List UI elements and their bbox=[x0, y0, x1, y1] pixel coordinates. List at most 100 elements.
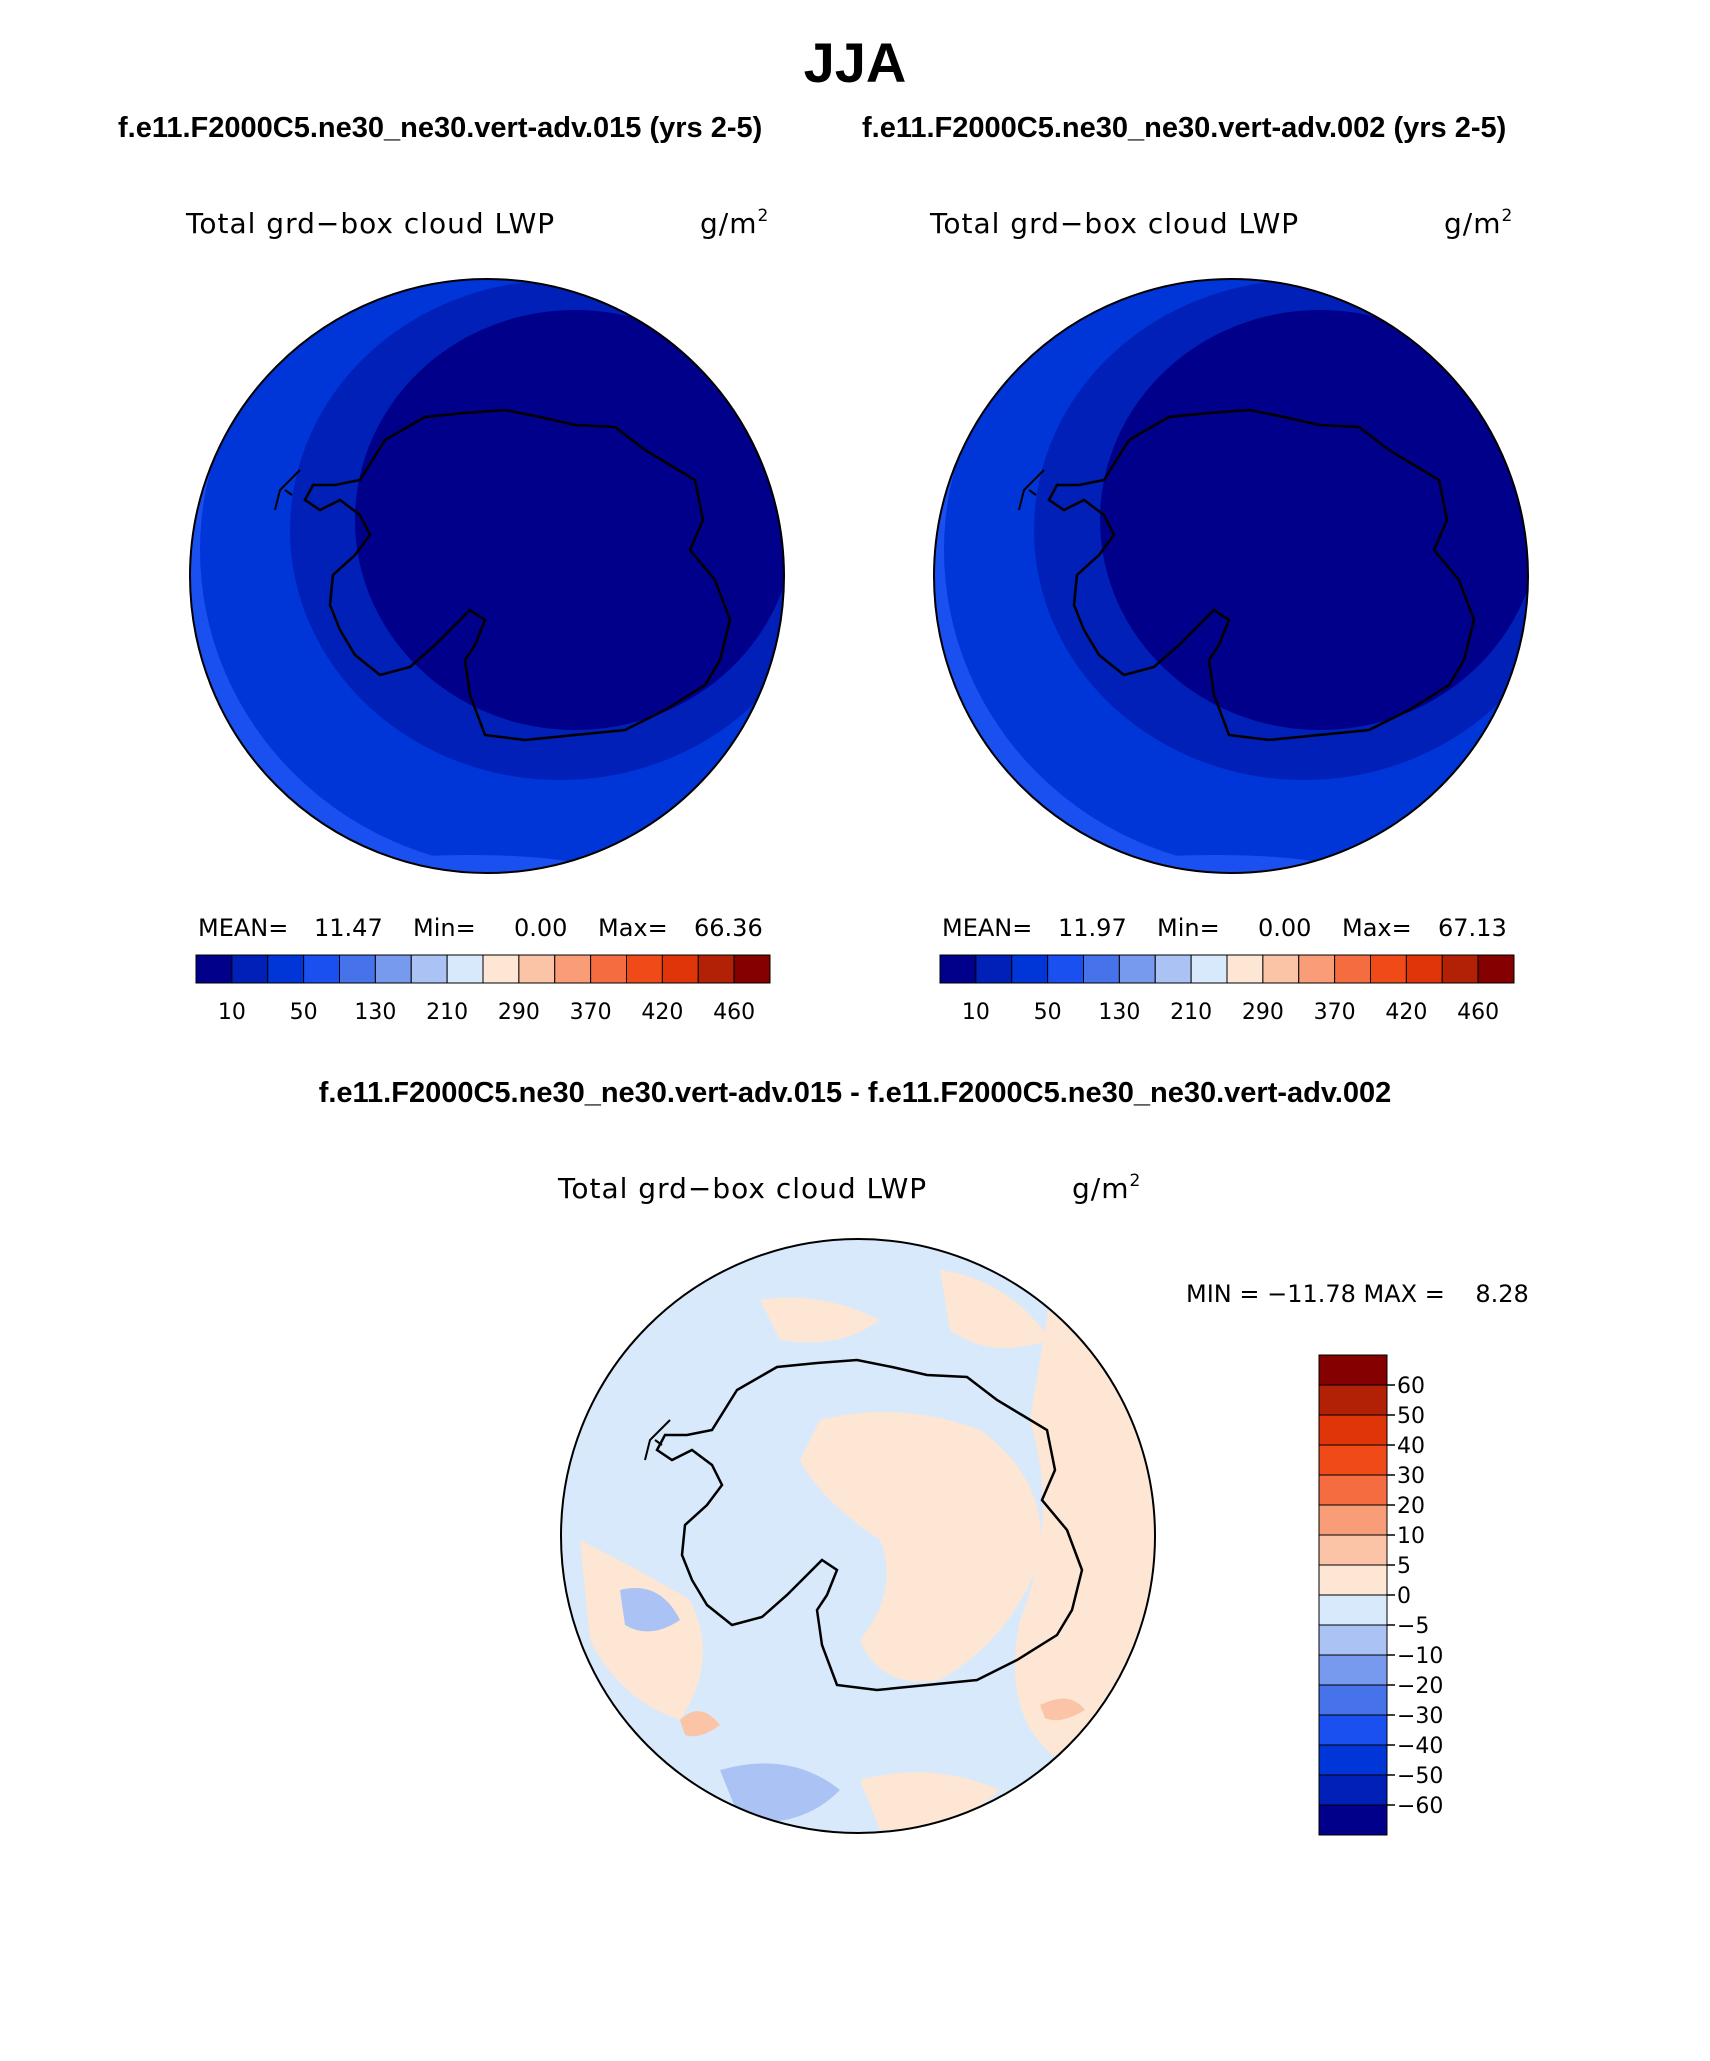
colorbar-diff-tick-label: −20 bbox=[1397, 1674, 1443, 1699]
colorbar-diff-tick-label: −60 bbox=[1397, 1794, 1443, 1819]
colorbar-diff-swatch-3 bbox=[1318, 1444, 1388, 1476]
colorbar-diff-tick-label: 20 bbox=[1397, 1494, 1425, 1519]
colorbar-right-swatch-11 bbox=[1334, 954, 1371, 984]
colorbar-diff-tick-label: 0 bbox=[1397, 1584, 1411, 1609]
min-label-right: Min= bbox=[1157, 914, 1220, 942]
min-value-right: 0.00 bbox=[1258, 914, 1312, 942]
colorbar-left-swatch-15 bbox=[733, 954, 771, 984]
colorbar-left-tick-label: 210 bbox=[426, 1000, 468, 1025]
colorbar-left-swatch-4 bbox=[339, 954, 376, 984]
colorbar-right-swatch-15 bbox=[1477, 954, 1515, 984]
colorbar-diff-swatch-11 bbox=[1318, 1684, 1388, 1716]
colorbar-right-swatch-6 bbox=[1154, 954, 1192, 984]
colorbar-left-swatch-5 bbox=[374, 954, 412, 984]
colorbar-left-tick-label: 130 bbox=[354, 1000, 396, 1025]
mean-value-left: 11.47 bbox=[314, 914, 383, 942]
max-label-right: Max= bbox=[1342, 914, 1412, 942]
colorbar-diff-tick-label: −30 bbox=[1397, 1704, 1443, 1729]
map-left-border bbox=[189, 278, 785, 874]
map-difference bbox=[560, 1238, 1156, 1834]
colorbar-right-tick-label: 460 bbox=[1457, 1000, 1499, 1025]
max-value-right: 67.13 bbox=[1438, 914, 1507, 942]
colorbar-diff-tick-label: 40 bbox=[1397, 1434, 1425, 1459]
colorbar-diff-tick-label: 5 bbox=[1397, 1554, 1411, 1579]
map-right-border bbox=[933, 278, 1529, 874]
diff-min-max: MIN = −11.78 MAX = 8.28 bbox=[1186, 1280, 1529, 1308]
colorbar-left-swatch-13 bbox=[661, 954, 699, 984]
colorbar-right-tick-label: 290 bbox=[1242, 1000, 1284, 1025]
colorbar-diff-swatch-7 bbox=[1318, 1564, 1388, 1596]
variable-label-right: Total grd−box cloud LWP bbox=[930, 207, 1300, 240]
map-difference-border bbox=[560, 1238, 1156, 1834]
units-label-left: g/m2 bbox=[700, 206, 770, 240]
colorbar-diff-tick-label: −40 bbox=[1397, 1734, 1443, 1759]
colorbar-left-swatch-9 bbox=[518, 954, 556, 984]
colorbar-right-swatch-9 bbox=[1262, 954, 1300, 984]
colorbar-diff-tick-label: 10 bbox=[1397, 1524, 1425, 1549]
difference-title: f.e11.F2000C5.ne30_ne30.vert-adv.015 - f… bbox=[318, 1077, 1392, 1109]
colorbar-right-swatch-3 bbox=[1047, 954, 1084, 984]
case-title-left: f.e11.F2000C5.ne30_ne30.vert-adv.015 (yr… bbox=[118, 112, 763, 144]
variable-label-diff: Total grd−box cloud LWP bbox=[558, 1172, 928, 1205]
colorbar-right-swatch-8 bbox=[1226, 954, 1264, 984]
max-label-left: Max= bbox=[598, 914, 668, 942]
colorbar-diff-swatch-1 bbox=[1318, 1384, 1388, 1416]
colorbar-diff-swatch-13 bbox=[1318, 1744, 1388, 1776]
colorbars: 10 50 130 210 290 370 420 460 10 50 130 210 290 370 42… bbox=[195, 954, 1515, 1836]
colorbar-right-swatch-1 bbox=[975, 954, 1013, 984]
colorbar-right-swatch-14 bbox=[1441, 954, 1479, 984]
colorbar-diff-tick-label: −50 bbox=[1397, 1764, 1443, 1789]
colorbar-diff-tick-label: 60 bbox=[1397, 1374, 1425, 1399]
colorbar-right-swatch-0 bbox=[939, 954, 977, 984]
map-right bbox=[933, 278, 1529, 874]
max-value-left: 66.36 bbox=[694, 914, 763, 942]
colorbar-left-swatch-7 bbox=[446, 954, 484, 984]
colorbar-right-tick-label: 370 bbox=[1314, 1000, 1356, 1025]
colorbar-right-tick-label: 10 bbox=[962, 1000, 990, 1025]
map-left bbox=[189, 278, 785, 874]
colorbar-diff-swatch-15 bbox=[1318, 1804, 1388, 1836]
colorbar-right-swatch-4 bbox=[1083, 954, 1120, 984]
case-title-right: f.e11.F2000C5.ne30_ne30.vert-adv.002 (yr… bbox=[862, 112, 1507, 144]
colorbar-diff-swatch-8 bbox=[1318, 1594, 1388, 1626]
colorbar-right-tick-label: 50 bbox=[1034, 1000, 1062, 1025]
colorbar-right-tick-label: 210 bbox=[1170, 1000, 1212, 1025]
mean-label-left: MEAN= bbox=[198, 914, 289, 942]
colorbar-diff-swatch-5 bbox=[1318, 1504, 1388, 1536]
south-america-tip-right bbox=[1018, 469, 1045, 511]
colorbar-diff-tick-label: −5 bbox=[1397, 1614, 1429, 1639]
units-label-right: g/m2 bbox=[1444, 206, 1514, 240]
colorbar-right-swatch-7 bbox=[1190, 954, 1228, 984]
colorbar-diff-swatch-6 bbox=[1318, 1534, 1388, 1566]
colorbar-left-tick-label: 290 bbox=[498, 1000, 540, 1025]
colorbar-left-swatch-11 bbox=[590, 954, 627, 984]
colorbar-left-swatch-12 bbox=[626, 954, 663, 984]
south-america-tip-diff bbox=[644, 1419, 671, 1461]
colorbar-right-swatch-12 bbox=[1370, 954, 1407, 984]
colorbar-right-swatch-2 bbox=[1011, 954, 1049, 984]
south-america-tip-left bbox=[274, 469, 301, 511]
colorbar-left-tick-label: 50 bbox=[290, 1000, 318, 1025]
map-difference-fill bbox=[561, 1239, 1155, 1833]
variable-label-left: Total grd−box cloud LWP bbox=[186, 207, 556, 240]
colorbar-left-swatch-8 bbox=[482, 954, 520, 984]
colorbar-diff-swatch-10 bbox=[1318, 1654, 1388, 1686]
colorbar-left-swatch-14 bbox=[697, 954, 735, 984]
colorbar-diff-swatch-4 bbox=[1318, 1474, 1388, 1506]
colorbar-left-tick-label: 10 bbox=[218, 1000, 246, 1025]
colorbar-diff-tick-label: 50 bbox=[1397, 1404, 1425, 1429]
colorbar-left-swatch-1 bbox=[231, 954, 269, 984]
colorbar-right-tick-label: 130 bbox=[1098, 1000, 1140, 1025]
colorbar-left-tick-label: 370 bbox=[570, 1000, 612, 1025]
min-label-left: Min= bbox=[413, 914, 476, 942]
units-label-diff: g/m2 bbox=[1072, 1171, 1142, 1205]
colorbar-diff-swatch-0 bbox=[1318, 1354, 1388, 1386]
colorbar-right-tick-label: 420 bbox=[1385, 1000, 1427, 1025]
mean-label-right: MEAN= bbox=[942, 914, 1033, 942]
colorbar-diff-swatch-9 bbox=[1318, 1624, 1388, 1656]
colorbar-right-swatch-5 bbox=[1118, 954, 1156, 984]
colorbar-diff-swatch-14 bbox=[1318, 1774, 1388, 1806]
min-value-left: 0.00 bbox=[514, 914, 568, 942]
